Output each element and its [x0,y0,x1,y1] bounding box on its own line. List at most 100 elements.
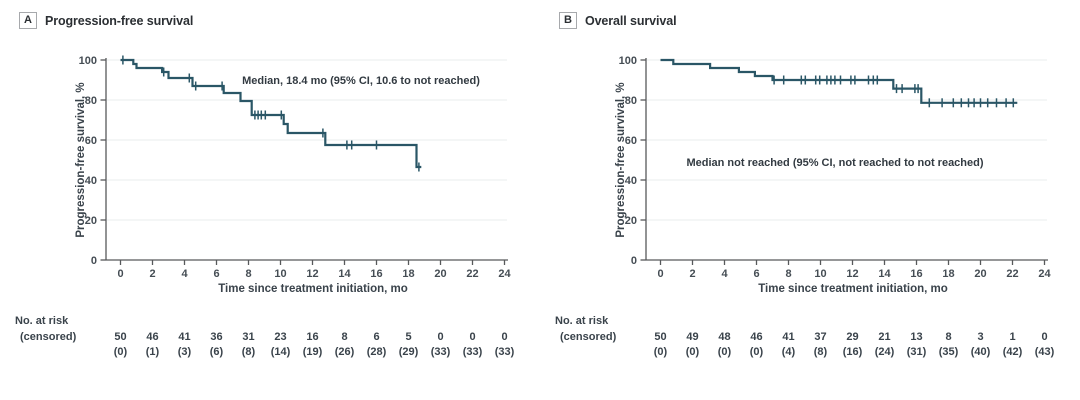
censored-count: (14) [271,346,291,358]
x-tick-label: 20 [974,268,986,280]
censored-count: (26) [335,346,355,358]
risk-count: 5 [405,331,411,343]
risk-count: 46 [750,331,762,343]
x-tick-label: 0 [657,268,663,280]
censored-count: (0) [686,346,700,358]
y-tick-label: 40 [85,175,97,187]
y-tick-label: 100 [619,55,637,67]
y-tick-label: 20 [85,215,97,227]
x-tick-label: 2 [149,268,155,280]
risk-count: 31 [242,331,254,343]
y-axis-label: Progression-free survival, % [615,82,627,237]
risk-count: 0 [1041,331,1047,343]
risk-label: No. at risk [555,315,609,327]
median-annotation: Median not reached (95% CI, not reached … [686,157,983,169]
risk-label: No. at risk [15,315,69,327]
x-tick-label: 18 [402,268,414,280]
censored-count: (28) [367,346,387,358]
risk-count: 8 [341,331,347,343]
x-tick-label: 20 [434,268,446,280]
x-tick-label: 8 [785,268,791,280]
risk-count: 37 [814,331,826,343]
censored-label: (censored) [20,331,77,343]
censored-count: (24) [875,346,895,358]
censored-count: (8) [814,346,828,358]
risk-count: 48 [718,331,730,343]
risk-count: 50 [114,331,126,343]
risk-count: 6 [373,331,379,343]
censored-count: (40) [971,346,991,358]
x-tick-label: 24 [498,268,511,280]
risk-count: 41 [782,331,794,343]
panel-b-title: Overall survival [584,13,677,28]
censored-count: (1) [146,346,160,358]
x-tick-label: 4 [181,268,188,280]
y-tick-label: 0 [631,255,637,267]
panel-a-tag: A [19,12,37,29]
x-tick-label: 6 [753,268,759,280]
risk-count: 0 [501,331,507,343]
censored-count: (35) [939,346,959,358]
risk-count: 49 [686,331,698,343]
panel-b-tag: B [559,12,577,29]
x-tick-label: 0 [117,268,123,280]
y-tick-label: 40 [625,175,637,187]
y-tick-label: 60 [625,135,637,147]
x-tick-label: 18 [942,268,954,280]
censored-count: (0) [750,346,764,358]
censored-count: (33) [431,346,451,358]
risk-count: 29 [846,331,858,343]
censored-count: (33) [495,346,515,358]
censored-count: (0) [654,346,668,358]
risk-count: 21 [878,331,890,343]
censored-count: (0) [718,346,732,358]
risk-count: 16 [306,331,318,343]
risk-count: 36 [210,331,222,343]
x-tick-label: 16 [370,268,382,280]
km-curve [120,58,422,169]
x-tick-label: 6 [213,268,219,280]
risk-count: 0 [437,331,443,343]
risk-count: 46 [146,331,158,343]
censored-count: (16) [843,346,863,358]
censored-count: (43) [1035,346,1055,358]
y-tick-label: 20 [625,215,637,227]
x-axis-label: Time since treatment initiation, mo [758,283,948,295]
censored-count: (33) [463,346,483,358]
x-tick-label: 12 [306,268,318,280]
x-tick-label: 22 [1006,268,1018,280]
risk-count: 13 [910,331,922,343]
panel-b-header: B Overall survival [559,12,677,29]
panel-a-header: A Progression-free survival [19,12,193,29]
median-annotation: Median, 18.4 mo (95% CI, 10.6 to not rea… [242,75,480,87]
x-tick-label: 10 [274,268,286,280]
y-tick-label: 80 [625,95,637,107]
panel-overall-survival: B Overall survival 0 20 40 60 80 100 0 2 4 6 8 10 12… [540,0,1080,400]
censored-count: (42) [1003,346,1023,358]
km-curve [660,58,1018,104]
censored-count: (6) [210,346,224,358]
censored-count: (8) [242,346,256,358]
x-tick-label: 12 [846,268,858,280]
risk-count: 8 [945,331,951,343]
y-tick-label: 0 [91,255,97,267]
y-tick-label: 60 [85,135,97,147]
x-tick-label: 24 [1038,268,1051,280]
risk-count: 23 [274,331,286,343]
x-tick-label: 16 [910,268,922,280]
censored-count: (0) [114,346,128,358]
panel-a-title: Progression-free survival [44,13,194,28]
y-tick-label: 100 [79,55,97,67]
y-tick-label: 80 [85,95,97,107]
censored-count: (19) [303,346,323,358]
x-tick-label: 8 [245,268,251,280]
x-tick-label: 14 [878,268,891,280]
censored-count: (4) [782,346,796,358]
x-tick-label: 22 [466,268,478,280]
censored-count: (3) [178,346,192,358]
x-tick-label: 4 [721,268,728,280]
y-axis-label: Progression-free survival, % [75,82,87,237]
censored-count: (29) [399,346,419,358]
